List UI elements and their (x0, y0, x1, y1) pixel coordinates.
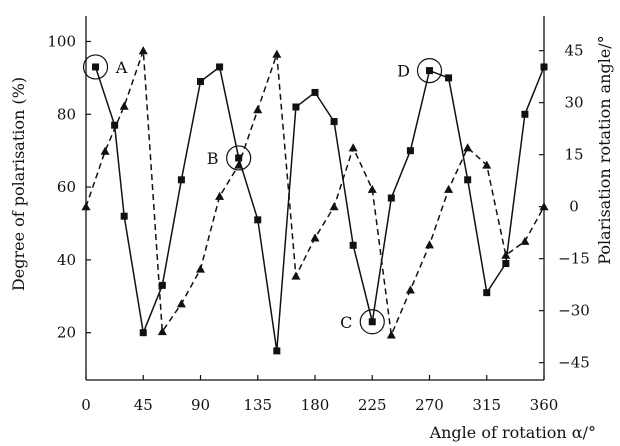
data-point-square (330, 118, 338, 126)
data-point-square (120, 212, 128, 220)
data-point-square (521, 110, 529, 118)
y-left-tick-label: 100 (47, 32, 76, 50)
data-point-square (387, 194, 395, 202)
data-point-triangle (501, 250, 511, 259)
x-tick-label: 180 (301, 396, 330, 414)
data-point-triangle (157, 326, 167, 336)
data-point-square (483, 289, 491, 297)
data-point-triangle (539, 202, 549, 211)
annotation-circle (82, 54, 109, 80)
annotation-circle (226, 145, 252, 171)
series-1 (92, 63, 548, 355)
data-point-square (254, 216, 262, 224)
y-right-tick-label: 30 (564, 94, 583, 112)
y-right-tick-label: 15 (564, 146, 583, 164)
data-point-square (111, 121, 119, 129)
data-point-square (540, 63, 548, 71)
series-2 (81, 46, 549, 339)
y-left-tick-label: 60 (57, 178, 76, 196)
data-point-triangle (138, 46, 148, 55)
data-point-square (502, 260, 510, 268)
data-point-square (349, 241, 357, 249)
y-left-tick-label: 40 (57, 251, 76, 269)
data-point-triangle (329, 202, 339, 211)
annotation-label: B (207, 149, 219, 168)
data-point-square (177, 176, 185, 184)
y-right-tick-label: −30 (558, 302, 590, 320)
y-axis-left-title: Degree of polarisation (%) (9, 77, 28, 291)
annotation-label: A (115, 58, 128, 77)
data-point-triangle (425, 240, 434, 249)
data-point-triangle (482, 160, 492, 169)
axes: 0 45 90 135 180 225 270 315 360 20 40 60 80 100 −45 −30… (47, 16, 590, 414)
x-tick-label: 90 (191, 396, 210, 414)
y-right-tick-label: −45 (558, 354, 590, 372)
x-tick-label: 360 (530, 396, 559, 414)
annotation-label: D (397, 62, 410, 81)
data-point-square (92, 63, 100, 71)
x-tick-label: 270 (415, 396, 444, 414)
data-point-triangle (196, 264, 205, 273)
x-tick-label: 0 (81, 396, 91, 414)
annotation-circle (416, 57, 443, 84)
series-layer (81, 46, 549, 355)
annotation-label: C (340, 313, 352, 332)
data-point-square (273, 347, 281, 355)
x-tick-label: 225 (358, 396, 387, 414)
x-tick-label: 45 (134, 396, 153, 414)
x-axis-title: Angle of rotation α/° (429, 423, 596, 442)
data-point-triangle (100, 146, 110, 155)
y-left-tick-label: 80 (57, 105, 76, 123)
data-point-triangle (463, 143, 473, 152)
data-point-square (158, 281, 166, 289)
y-right-tick-label: 0 (569, 198, 579, 216)
annotations-layer: A B C D (82, 54, 443, 335)
data-point-square (235, 154, 243, 162)
data-point-triangle (234, 160, 244, 169)
data-point-square (445, 74, 453, 82)
data-point-square (464, 176, 472, 184)
data-point-triangle (367, 184, 377, 193)
data-point-triangle (310, 233, 320, 242)
x-tick-label: 135 (243, 396, 272, 414)
data-point-square (406, 147, 414, 155)
data-point-triangle (119, 101, 129, 110)
y-left-tick-label: 20 (57, 324, 76, 342)
data-point-triangle (272, 49, 282, 58)
data-point-triangle (291, 271, 301, 280)
data-point-triangle (520, 236, 530, 245)
data-point-square (292, 103, 300, 111)
data-point-square (311, 88, 319, 96)
annotation-circle (359, 309, 385, 335)
y-right-tick-label: 45 (564, 42, 583, 60)
series-line (94, 65, 545, 352)
data-point-triangle (176, 299, 186, 308)
data-point-triangle (253, 105, 263, 114)
data-point-triangle (444, 184, 454, 193)
data-point-square (216, 63, 224, 71)
y-axis-right-title: Polarisation rotation angle/° (595, 35, 614, 264)
data-point-triangle (386, 330, 396, 339)
data-point-triangle (348, 143, 358, 152)
data-point-square (426, 67, 433, 75)
y-right-tick-label: −15 (558, 250, 590, 268)
data-point-square (139, 329, 147, 337)
data-point-triangle (81, 202, 91, 211)
data-point-square (197, 78, 204, 86)
data-point-square (368, 318, 376, 326)
data-point-triangle (405, 285, 415, 294)
data-point-triangle (215, 191, 225, 200)
x-tick-label: 315 (472, 396, 501, 414)
